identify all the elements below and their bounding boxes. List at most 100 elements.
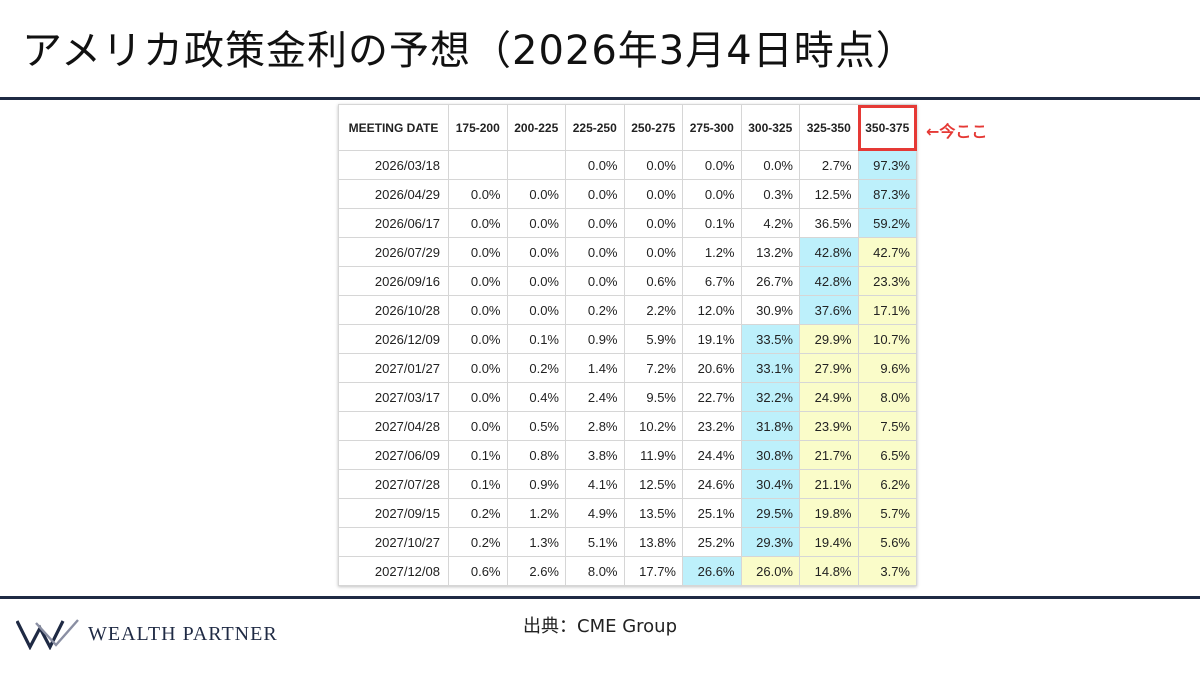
probability-cell: 0.9%	[506, 469, 566, 499]
column-header-350-375: 350-375	[857, 104, 917, 151]
probability-cell: 4.1%	[565, 469, 625, 499]
header-divider	[0, 97, 1200, 100]
probability-cell: 1.2%	[506, 498, 566, 528]
meeting-date-cell: 2027/07/28	[338, 469, 449, 499]
probability-cell: 8.0%	[857, 382, 917, 412]
probability-cell: 0.0%	[623, 208, 683, 238]
meeting-date-cell: 2027/12/08	[338, 556, 449, 586]
probability-cell: 23.2%	[682, 411, 742, 441]
probability-cell: 0.1%	[448, 440, 508, 470]
table-row: 2026/03/18 0.0% 0.0% 0.0% 0.0% 2.7% 97.3%	[338, 150, 917, 180]
probability-cell: 0.2%	[506, 353, 566, 383]
probability-cell: 26.7%	[740, 266, 800, 296]
table-row: 2026/10/28 0.0% 0.0% 0.2% 2.2% 12.0% 30.9% 37.6…	[338, 295, 917, 325]
table-header-row: MEETING DATE 175-200 200-225 225-250 250-275…	[338, 104, 917, 151]
meeting-date-cell: 2027/09/15	[338, 498, 449, 528]
probability-cell: 59.2%	[857, 208, 917, 238]
probability-cell: 13.5%	[623, 498, 683, 528]
probability-cell: 0.0%	[682, 150, 742, 180]
probability-cell: 1.4%	[565, 353, 625, 383]
probability-cell: 0.6%	[448, 556, 508, 586]
probability-cell	[506, 150, 566, 180]
meeting-date-cell: 2026/07/29	[338, 237, 449, 267]
probability-cell: 32.2%	[740, 382, 800, 412]
meeting-date-cell: 2027/03/17	[338, 382, 449, 412]
probability-cell: 3.7%	[857, 556, 917, 586]
meeting-date-cell: 2027/06/09	[338, 440, 449, 470]
probability-cell: 0.2%	[448, 498, 508, 528]
meeting-date-cell: 2026/10/28	[338, 295, 449, 325]
probability-cell: 12.5%	[799, 179, 859, 209]
probability-cell: 9.5%	[623, 382, 683, 412]
rate-probability-table-container: MEETING DATE 175-200 200-225 225-250 250-275…	[338, 104, 917, 586]
table-row: 2027/06/09 0.1% 0.8% 3.8% 11.9% 24.4% 30.8% 21.…	[338, 440, 917, 470]
probability-cell: 24.9%	[799, 382, 859, 412]
probability-cell: 30.8%	[740, 440, 800, 470]
probability-cell: 4.9%	[565, 498, 625, 528]
probability-cell: 5.6%	[857, 527, 917, 557]
probability-cell: 25.1%	[682, 498, 742, 528]
probability-cell: 42.8%	[799, 266, 859, 296]
table-row: 2027/07/28 0.1% 0.9% 4.1% 12.5% 24.6% 30.4% 21.…	[338, 469, 917, 499]
table-row: 2027/04/28 0.0% 0.5% 2.8% 10.2% 23.2% 31.8% 23.…	[338, 411, 917, 441]
probability-cell: 23.9%	[799, 411, 859, 441]
probability-cell	[448, 150, 508, 180]
probability-cell: 0.9%	[565, 324, 625, 354]
table-row: 2027/12/08 0.6% 2.6% 8.0% 17.7% 26.6% 26.0% 14.…	[338, 556, 917, 586]
probability-cell: 0.0%	[565, 237, 625, 267]
probability-cell: 6.5%	[857, 440, 917, 470]
column-header-325-350: 325-350	[799, 104, 859, 151]
rate-probability-table: MEETING DATE 175-200 200-225 225-250 250-275…	[338, 104, 917, 586]
current-rate-annotation: ←今ここ	[926, 122, 988, 141]
probability-cell: 42.7%	[857, 237, 917, 267]
table-row: 2027/03/17 0.0% 0.4% 2.4% 9.5% 22.7% 32.2% 24.9…	[338, 382, 917, 412]
probability-cell: 19.1%	[682, 324, 742, 354]
probability-cell: 0.0%	[565, 179, 625, 209]
probability-cell: 0.0%	[448, 208, 508, 238]
probability-cell: 0.0%	[682, 179, 742, 209]
probability-cell: 0.0%	[506, 295, 566, 325]
probability-cell: 24.4%	[682, 440, 742, 470]
probability-cell: 0.0%	[565, 150, 625, 180]
probability-cell: 11.9%	[623, 440, 683, 470]
probability-cell: 2.4%	[565, 382, 625, 412]
probability-cell: 20.6%	[682, 353, 742, 383]
probability-cell: 0.6%	[623, 266, 683, 296]
probability-cell: 36.5%	[799, 208, 859, 238]
column-header-175-200: 175-200	[448, 104, 508, 151]
probability-cell: 13.8%	[623, 527, 683, 557]
meeting-date-cell: 2027/10/27	[338, 527, 449, 557]
probability-cell: 0.1%	[448, 469, 508, 499]
probability-cell: 6.7%	[682, 266, 742, 296]
probability-cell: 0.0%	[448, 295, 508, 325]
probability-cell: 19.4%	[799, 527, 859, 557]
brand-name: WEALTH PARTNER	[88, 622, 278, 645]
probability-cell: 0.0%	[448, 382, 508, 412]
probability-cell: 30.4%	[740, 469, 800, 499]
probability-cell: 0.0%	[448, 411, 508, 441]
probability-cell: 0.2%	[565, 295, 625, 325]
probability-cell: 0.0%	[506, 208, 566, 238]
table-row: 2027/10/27 0.2% 1.3% 5.1% 13.8% 25.2% 29.3% 19.…	[338, 527, 917, 557]
probability-cell: 10.2%	[623, 411, 683, 441]
probability-cell: 0.0%	[506, 179, 566, 209]
probability-cell: 37.6%	[799, 295, 859, 325]
probability-cell: 0.0%	[565, 208, 625, 238]
column-header-200-225: 200-225	[506, 104, 566, 151]
meeting-date-cell: 2027/04/28	[338, 411, 449, 441]
probability-cell: 5.7%	[857, 498, 917, 528]
probability-cell: 27.9%	[799, 353, 859, 383]
probability-cell: 0.0%	[448, 266, 508, 296]
probability-cell: 19.8%	[799, 498, 859, 528]
probability-cell: 0.0%	[565, 266, 625, 296]
probability-cell: 17.7%	[623, 556, 683, 586]
source-citation: 出典：CME Group	[523, 616, 677, 637]
probability-cell: 33.5%	[740, 324, 800, 354]
probability-cell: 12.5%	[623, 469, 683, 499]
probability-cell: 17.1%	[857, 295, 917, 325]
probability-cell: 10.7%	[857, 324, 917, 354]
meeting-date-cell: 2026/12/09	[338, 324, 449, 354]
table-row: 2026/06/17 0.0% 0.0% 0.0% 0.0% 0.1% 4.2% 36.5% 5…	[338, 208, 917, 238]
probability-cell: 29.9%	[799, 324, 859, 354]
meeting-date-cell: 2026/03/18	[338, 150, 449, 180]
